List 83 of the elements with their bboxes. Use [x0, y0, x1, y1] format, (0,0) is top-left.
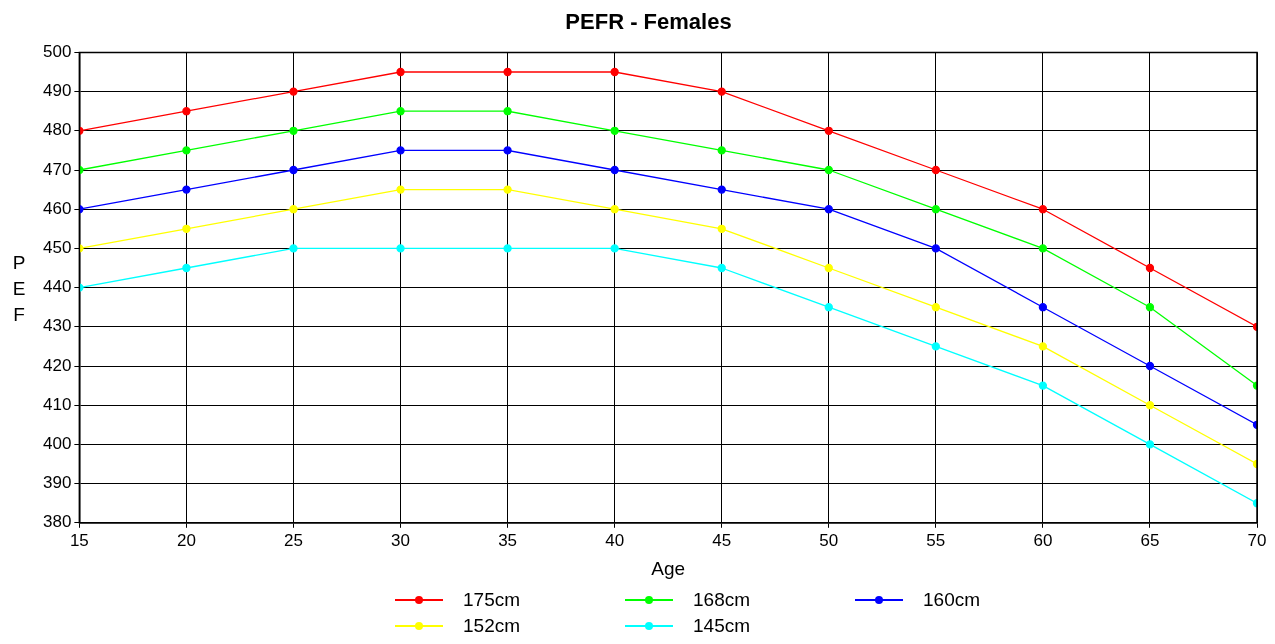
- point: [824, 126, 833, 135]
- point: [717, 87, 726, 96]
- point: [610, 205, 619, 214]
- legend-label: 175cm: [463, 589, 521, 611]
- point: [824, 205, 833, 214]
- point: [931, 244, 940, 253]
- y-tick-label: 420: [42, 355, 72, 375]
- point: [717, 263, 726, 273]
- point: [289, 244, 298, 253]
- point: [396, 146, 405, 155]
- point: [1145, 263, 1155, 273]
- y-tick-label: 500: [42, 42, 72, 62]
- x-axis-title: Age: [651, 557, 686, 579]
- point: [610, 67, 619, 77]
- legend-label: 145cm: [693, 615, 751, 637]
- point: [610, 165, 619, 175]
- y-tick-label: 430: [42, 316, 72, 336]
- point: [503, 185, 512, 194]
- point: [182, 146, 191, 155]
- x-tick-label: 50: [819, 530, 839, 550]
- point: [610, 244, 619, 253]
- point: [182, 107, 191, 116]
- x-tick-label: 70: [1247, 530, 1267, 550]
- point: [396, 185, 405, 194]
- y-axis-title: PEF: [12, 251, 26, 327]
- point: [503, 67, 512, 77]
- point: [182, 263, 191, 273]
- point: [1145, 440, 1155, 449]
- point: [931, 342, 940, 351]
- point: [1038, 205, 1048, 214]
- point: [1145, 401, 1155, 410]
- point: [717, 146, 726, 155]
- point: [1145, 361, 1155, 371]
- y-tick-label: 400: [42, 434, 72, 454]
- x-tick-label: 45: [712, 530, 732, 550]
- point: [1145, 303, 1155, 312]
- y-tick-label: 490: [42, 81, 72, 101]
- x-tick-label: 35: [498, 530, 518, 550]
- x-tick-label: 20: [176, 530, 196, 550]
- x-tick-label: 55: [926, 530, 946, 550]
- legend-label: 152cm: [463, 615, 521, 637]
- point: [396, 107, 405, 116]
- y-tick-label: 410: [42, 394, 72, 414]
- point: [289, 87, 298, 96]
- point: [289, 165, 298, 175]
- point: [396, 244, 405, 253]
- point: [503, 146, 512, 155]
- point: [717, 224, 726, 233]
- y-tick-label: 390: [42, 473, 72, 493]
- y-tick-label: 470: [42, 159, 72, 179]
- point: [717, 185, 726, 194]
- point: [1038, 381, 1048, 390]
- chart-title: PEFR - Females: [565, 9, 732, 35]
- x-tick-label: 65: [1140, 530, 1160, 550]
- x-tick-label: 15: [69, 530, 89, 550]
- point: [824, 263, 833, 273]
- y-tick-label: 380: [42, 512, 72, 532]
- point: [182, 185, 191, 194]
- point: [931, 165, 940, 175]
- legend-label: 160cm: [923, 589, 981, 611]
- x-tick-label: 60: [1033, 530, 1053, 550]
- point: [824, 303, 833, 312]
- y-tick-label: 450: [42, 238, 72, 258]
- point: [503, 244, 512, 253]
- point: [289, 205, 298, 214]
- x-tick-label: 25: [284, 530, 303, 550]
- point: [396, 67, 405, 77]
- point: [1038, 244, 1048, 253]
- point: [931, 205, 940, 214]
- point: [503, 107, 512, 116]
- x-tick-label: 40: [605, 530, 625, 550]
- y-tick-label: 440: [42, 277, 72, 297]
- x-tick-label: 30: [391, 530, 410, 550]
- y-tick-label: 480: [42, 120, 72, 140]
- legend-label: 168cm: [693, 589, 751, 611]
- y-tick-label: 460: [42, 198, 72, 218]
- point: [289, 126, 298, 135]
- point: [931, 303, 940, 312]
- point: [1038, 342, 1048, 351]
- point: [182, 224, 191, 233]
- point: [610, 126, 619, 135]
- point: [1038, 303, 1048, 312]
- point: [824, 165, 833, 175]
